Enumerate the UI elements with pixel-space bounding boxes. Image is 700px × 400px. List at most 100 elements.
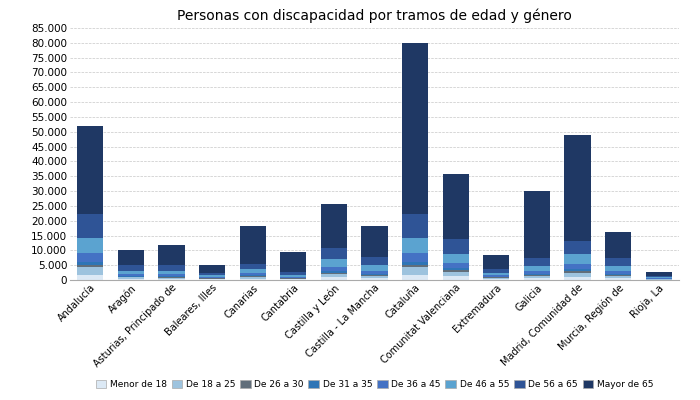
Bar: [361, 226, 388, 257]
Bar: [321, 272, 347, 273]
Bar: [118, 276, 144, 277]
Bar: [442, 174, 469, 239]
Bar: [645, 272, 672, 276]
Bar: [605, 258, 631, 266]
Bar: [118, 274, 144, 276]
Bar: [645, 277, 672, 278]
Bar: [605, 232, 631, 258]
Bar: [239, 270, 266, 273]
Bar: [158, 265, 185, 270]
Bar: [483, 255, 510, 269]
Bar: [605, 278, 631, 280]
Bar: [402, 267, 428, 275]
Bar: [280, 275, 307, 277]
Bar: [483, 269, 510, 273]
Bar: [158, 274, 185, 276]
Bar: [199, 265, 225, 272]
Bar: [280, 272, 307, 275]
Bar: [564, 254, 591, 264]
Bar: [361, 278, 388, 280]
Bar: [524, 258, 550, 266]
Bar: [402, 262, 428, 265]
Bar: [77, 214, 104, 238]
Bar: [524, 276, 550, 278]
Bar: [118, 265, 144, 271]
Bar: [361, 270, 388, 274]
Bar: [564, 272, 591, 277]
Bar: [361, 265, 388, 270]
Bar: [239, 226, 266, 264]
Bar: [442, 272, 469, 276]
Bar: [77, 238, 104, 253]
Bar: [77, 262, 104, 265]
Bar: [321, 273, 347, 274]
Bar: [605, 276, 631, 278]
Bar: [402, 275, 428, 280]
Bar: [280, 278, 307, 279]
Bar: [280, 279, 307, 280]
Bar: [361, 276, 388, 278]
Bar: [77, 265, 104, 267]
Bar: [118, 277, 144, 278]
Bar: [77, 126, 104, 214]
Bar: [239, 276, 266, 277]
Bar: [483, 278, 510, 279]
Bar: [564, 135, 591, 241]
Bar: [158, 276, 185, 277]
Bar: [239, 264, 266, 270]
Bar: [483, 273, 510, 275]
Bar: [199, 272, 225, 275]
Bar: [442, 276, 469, 280]
Bar: [442, 270, 469, 272]
Bar: [199, 279, 225, 280]
Bar: [402, 214, 428, 238]
Bar: [645, 278, 672, 279]
Bar: [118, 250, 144, 265]
Bar: [524, 266, 550, 271]
Bar: [321, 274, 347, 277]
Bar: [402, 265, 428, 267]
Bar: [605, 266, 631, 271]
Legend: Menor de 18, De 18 a 25, De 26 a 30, De 31 a 35, De 36 a 45, De 46 a 55, De 56 a: Menor de 18, De 18 a 25, De 26 a 30, De …: [95, 380, 654, 389]
Bar: [605, 275, 631, 276]
Bar: [321, 259, 347, 267]
Bar: [605, 271, 631, 274]
Bar: [645, 276, 672, 277]
Bar: [321, 277, 347, 280]
Bar: [483, 275, 510, 277]
Bar: [118, 271, 144, 274]
Bar: [280, 277, 307, 278]
Bar: [402, 42, 428, 214]
Bar: [239, 273, 266, 276]
Bar: [321, 248, 347, 259]
Bar: [564, 264, 591, 269]
Bar: [605, 274, 631, 275]
Bar: [158, 277, 185, 278]
Bar: [524, 191, 550, 258]
Bar: [524, 275, 550, 276]
Bar: [402, 238, 428, 253]
Bar: [239, 278, 266, 280]
Bar: [239, 277, 266, 278]
Bar: [524, 271, 550, 274]
Bar: [564, 277, 591, 280]
Bar: [402, 253, 428, 262]
Bar: [442, 239, 469, 254]
Bar: [361, 275, 388, 276]
Bar: [483, 279, 510, 280]
Bar: [321, 204, 347, 248]
Bar: [158, 270, 185, 274]
Bar: [199, 275, 225, 277]
Bar: [564, 241, 591, 254]
Bar: [524, 278, 550, 280]
Bar: [199, 277, 225, 278]
Bar: [524, 274, 550, 275]
Bar: [77, 267, 104, 275]
Bar: [645, 279, 672, 280]
Bar: [118, 279, 144, 280]
Bar: [564, 271, 591, 272]
Bar: [564, 269, 591, 271]
Bar: [77, 275, 104, 280]
Bar: [280, 252, 307, 272]
Bar: [118, 278, 144, 279]
